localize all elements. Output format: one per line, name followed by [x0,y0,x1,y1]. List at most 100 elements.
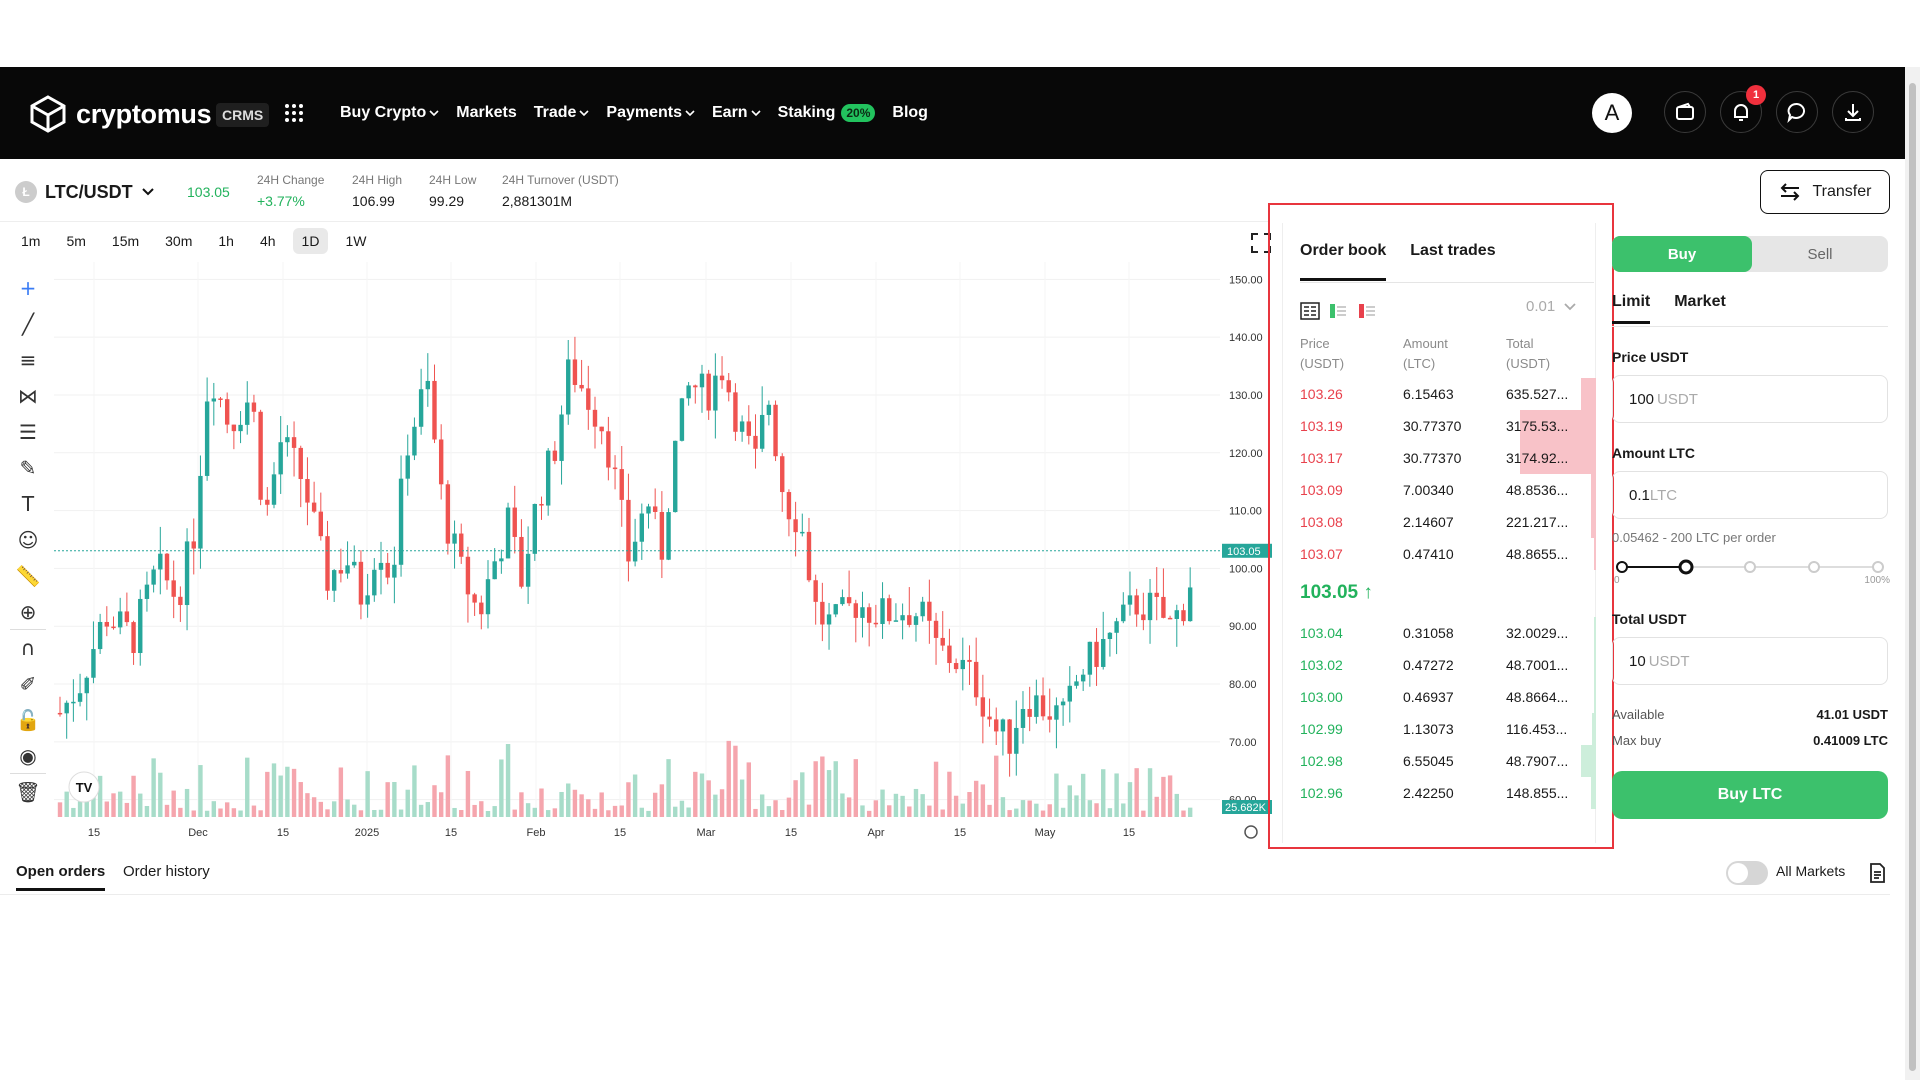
orderbook-tabs: Order book Last trades [1300,242,1496,281]
tab-order-history[interactable]: Order history [123,863,210,880]
volume-bar [572,789,578,817]
orderbook-row[interactable]: 103.02 0.47272 48.7001... [1300,649,1596,681]
eye-icon[interactable]: ◉ [10,738,46,774]
timeframe-1m[interactable]: 1m [21,233,41,249]
x-tick-label: Mar [697,827,716,839]
orderbook-row[interactable]: 103.09 7.00340 48.8536... [1300,474,1596,506]
volume-bar [1040,810,1046,817]
trash-icon[interactable]: 🗑 [15,780,41,804]
tab-limit[interactable]: Limit [1612,293,1651,324]
apps-grid-icon[interactable] [284,103,304,123]
orderbook-row[interactable]: 103.19 30.77370 3175.53... [1300,410,1596,442]
amount-slider[interactable]: 0 100% [1614,559,1890,590]
notifications-button[interactable] [1720,91,1762,133]
candle-body [860,607,865,618]
buy-tab[interactable]: Buy [1612,236,1752,272]
orderbook-view-toggles[interactable] [1300,302,1378,320]
volume-bar [258,810,263,817]
orderbook-row[interactable]: 102.96 2.42250 148.855... [1300,777,1596,809]
avatar[interactable]: A [1592,93,1632,133]
volume-bar [686,807,691,817]
volume-bar [592,808,598,817]
candle-body [973,661,979,698]
volume-bar [372,810,377,817]
page-scrollbar[interactable] [1905,67,1920,1080]
menu-item-payments[interactable]: Payments [606,104,695,122]
orderbook-row[interactable]: 103.08 2.14607 221.217... [1300,506,1596,538]
menu-item-markets[interactable]: Markets [456,104,516,122]
volume-bar [151,758,156,817]
download-button[interactable] [1832,91,1874,133]
measure-lines-icon[interactable]: ☰ [19,420,37,444]
candle-body [278,442,283,475]
orderbook-row[interactable]: 102.98 6.55045 48.7907... [1300,745,1596,777]
volume-bar [940,809,945,817]
wallet-button[interactable] [1664,91,1706,133]
ruler-icon[interactable]: 📏 [15,564,41,588]
all-markets-toggle[interactable] [1726,861,1768,885]
candle-body [1047,716,1052,720]
row-total: 116.453... [1506,721,1568,737]
volume-bar [325,809,330,817]
buy-ltc-button[interactable]: Buy LTC [1612,771,1888,819]
candle-body [378,562,384,570]
tab-open-orders[interactable]: Open orders [16,863,106,891]
transfer-button[interactable]: Transfer [1760,170,1890,214]
menu-item-staking[interactable]: Staking 20% [778,104,876,122]
precision-select[interactable]: 0.01 [1526,298,1577,315]
menu-item-buy-crypto[interactable]: Buy Crypto [340,104,439,122]
pattern-icon[interactable]: ⋈ [18,384,38,408]
candle-body [311,502,317,512]
orderbook-row[interactable]: 103.07 0.47410 48.8655... [1300,538,1596,570]
total-input[interactable]: 10 USDT [1612,637,1888,685]
candle-body [438,439,444,485]
price-input[interactable]: 100 USDT [1612,375,1888,423]
text-icon[interactable]: T [21,492,35,516]
candle-body [967,659,972,662]
menu-item-earn[interactable]: Earn [712,104,761,122]
sell-tab[interactable]: Sell [1807,245,1833,263]
orderbook-row[interactable]: 103.17 30.77370 3174.92... [1300,442,1596,474]
amount-input[interactable]: 0.1 LTC [1612,471,1888,519]
orderbook-mid-price: 103.05 ↑ [1300,582,1373,604]
magnet-icon[interactable]: ∩ [20,636,36,660]
trend-line-icon[interactable]: ╱ [21,312,35,336]
depth-bar [1580,378,1596,410]
row-total: 48.8655... [1506,546,1569,562]
tab-market[interactable]: Market [1674,293,1726,310]
orderbook-row[interactable]: 103.00 0.46937 48.8664... [1300,681,1596,713]
zoom-in-icon[interactable]: ⊕ [10,594,46,630]
pair-selector[interactable]: Ł LTC/USDT [15,181,155,203]
timeframe-1D[interactable]: 1D [292,228,329,254]
volume-bar [71,807,76,817]
candle-body [853,603,858,618]
volume-bar [599,792,604,817]
lock-icon[interactable]: 🔓 [15,708,41,732]
emoji-icon[interactable]: ☺ [17,528,39,552]
brand-logo[interactable]: cryptomus [30,95,212,133]
timeframe-30m[interactable]: 30m [165,233,193,249]
brush-icon[interactable]: ✎ [19,456,37,480]
timeframe-1W[interactable]: 1W [345,233,367,249]
menu-item-label: Staking [777,104,836,121]
lock-pencil-icon[interactable]: ✐ [19,672,37,696]
timeframe-5m[interactable]: 5m [66,233,86,249]
timeframe-4h[interactable]: 4h [259,233,276,249]
tab-last-trades[interactable]: Last trades [1410,242,1496,259]
timeframe-15m[interactable]: 15m [111,233,140,249]
orderbook-row[interactable]: 103.26 6.15463 635.527... [1300,378,1596,410]
tab-order-book[interactable]: Order book [1300,242,1387,281]
orders-tabs: Open orders Order history All Markets [0,843,1890,895]
orderbook-row[interactable]: 102.99 1.13073 116.453... [1300,713,1596,745]
menu-item-trade[interactable]: Trade [534,104,590,122]
chat-button[interactable] [1776,91,1818,133]
crosshair-icon[interactable]: + [19,276,37,300]
document-icon[interactable] [1868,863,1886,883]
fib-icon[interactable]: ≡ [19,348,37,372]
fullscreen-icon[interactable] [1250,232,1272,254]
price-chart[interactable]: 150.00 140.00 130.00 120.00 110.00 100.00 90.0… [54,262,1272,842]
chart-settings-icon[interactable] [1244,825,1258,839]
timeframe-1h[interactable]: 1h [218,233,234,249]
orderbook-row[interactable]: 103.04 0.31058 32.0029... [1300,617,1596,649]
menu-item-blog[interactable]: Blog [892,104,928,122]
